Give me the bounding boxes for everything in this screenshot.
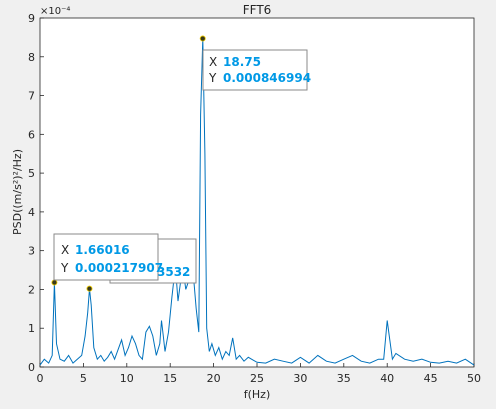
x-tick-label: 25 (250, 372, 264, 385)
x-tick-label: 10 (120, 372, 134, 385)
datatip-2-partial-value: 3532 (157, 265, 190, 279)
x-tick-label: 35 (337, 372, 351, 385)
y-tick-label: 0 (28, 361, 35, 374)
y-tick-label: 1 (28, 322, 35, 335)
datatip-1-y-key: Y (60, 261, 69, 275)
datatip-3-y-value: 0.000846994 (223, 71, 311, 85)
datatip-3[interactable]: X 18.75 Y 0.000846994 (202, 49, 311, 91)
y-exponent-label: ×10⁻⁴ (40, 6, 70, 17)
x-tick-label: 5 (80, 372, 87, 385)
y-tick-label: 4 (28, 206, 35, 219)
x-tick-label: 45 (424, 372, 438, 385)
datatip-1-y-value: 0.000217907 (75, 261, 163, 275)
x-tick-label: 50 (467, 372, 481, 385)
datatip-marker[interactable] (199, 35, 206, 42)
x-axis-label: f(Hz) (244, 388, 271, 401)
datatip-1[interactable]: X 1.66016 Y 0.000217907 (53, 233, 163, 281)
datatip-marker[interactable] (86, 285, 93, 292)
y-axis-label: PSD((m/s²)²/Hz) (11, 149, 24, 235)
x-tick-label: 0 (37, 372, 44, 385)
datatip-1-x-key: X (61, 243, 69, 257)
datatip-3-y-key: Y (208, 71, 217, 85)
y-tick-label: 7 (28, 90, 35, 103)
x-tick-label: 20 (207, 372, 221, 385)
x-tick-label: 40 (380, 372, 394, 385)
datatip-3-x-value: 18.75 (223, 55, 261, 69)
datatip-3-x-key: X (209, 55, 217, 69)
y-tick-label: 3 (28, 245, 35, 258)
y-tick-label: 6 (28, 128, 35, 141)
y-tick-label: 8 (28, 51, 35, 64)
datatip-markers (51, 35, 206, 292)
datatip-marker[interactable] (51, 279, 58, 286)
x-tick-label: 30 (293, 372, 307, 385)
x-tick-label: 15 (163, 372, 177, 385)
y-tick-label: 2 (28, 283, 35, 296)
y-tick-label: 9 (28, 12, 35, 25)
chart-title: FFT6 (243, 3, 272, 17)
y-tick-label: 5 (28, 167, 35, 180)
datatip-1-x-value: 1.66016 (75, 243, 130, 257)
